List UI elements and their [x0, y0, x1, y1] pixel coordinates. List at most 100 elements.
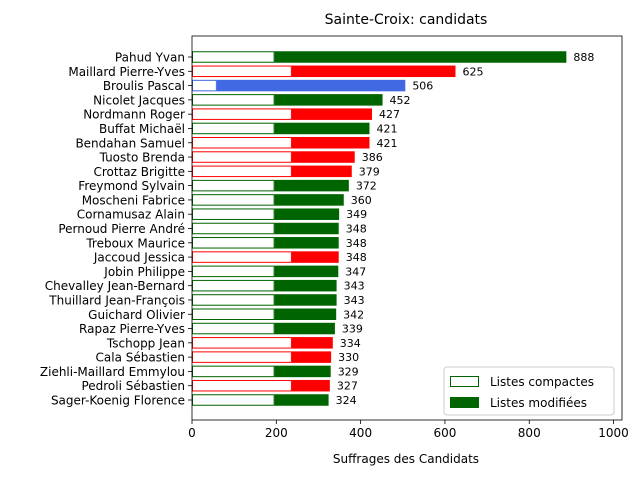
bar-compact [192, 79, 217, 92]
x-tick-label: 0 [188, 426, 196, 440]
bar-modified [274, 265, 339, 278]
bar-modified [274, 222, 339, 235]
y-tick-label: Jobin Philippe [103, 265, 185, 279]
bar-value-label: 421 [376, 122, 397, 135]
y-tick-label: Bendahan Samuel [75, 136, 185, 150]
candidate-bar-group: 342 [192, 308, 364, 321]
y-tick-label: Broulis Pascal [103, 79, 185, 93]
candidate-bar-group: 386 [192, 151, 383, 164]
x-tick-label: 200 [265, 426, 288, 440]
candidate-bar-group: 334 [192, 337, 361, 350]
bar-compact [192, 337, 292, 349]
bar-compact [192, 265, 275, 278]
bar-modified [274, 208, 340, 220]
y-tick-label: Jaccoud Jessica [93, 251, 185, 265]
bar-value-label: 339 [342, 323, 363, 336]
bar-value-label: 421 [376, 137, 397, 150]
bar-modified [291, 251, 339, 263]
legend-item: Listes compactes [450, 375, 594, 389]
bar-compact [192, 279, 275, 292]
bar-value-label: 427 [379, 108, 400, 121]
y-tick-label: Tuosto Brenda [99, 151, 185, 165]
x-axis-label: Suffrages des Candidats [333, 452, 479, 466]
x-tick-label: 400 [349, 426, 372, 440]
y-tick-label: Pernoud Pierre André [58, 222, 185, 236]
candidate-bar-group: 506 [192, 79, 433, 93]
bar-compact [192, 222, 275, 235]
bar-compact [192, 322, 275, 335]
bar-modified [291, 351, 332, 363]
bar-compact [192, 379, 292, 392]
legend-frame [443, 366, 615, 416]
candidate-bar-group: 324 [192, 394, 357, 407]
bar-modified [274, 194, 344, 206]
bar-compact [192, 194, 275, 206]
bar-value-label: 329 [338, 365, 359, 378]
candidate-bar-group: 452 [192, 94, 411, 107]
x-tick-label: 600 [433, 426, 456, 440]
candidate-bar-group: 330 [192, 351, 359, 364]
candidate-bar-group: 421 [192, 122, 397, 135]
candidate-bar-group: 327 [192, 379, 358, 393]
bar-compact [192, 122, 275, 135]
bar-value-label: 324 [336, 394, 357, 407]
bar-value-label: 347 [345, 265, 366, 278]
x-tick-label: 800 [518, 426, 541, 440]
y-tick-label: Rapaz Pierre-Yves [79, 322, 185, 336]
bar-modified [274, 94, 383, 106]
chart-title: Sainte-Croix: candidats [325, 12, 488, 28]
bar-modified [274, 365, 331, 378]
candidate-bar-group: 343 [192, 294, 365, 307]
bar-modified [291, 379, 330, 392]
bar-modified [274, 51, 567, 63]
y-tick-label: Freymond Sylvain [78, 179, 185, 193]
bar-value-label: 349 [346, 208, 367, 221]
bar-compact [192, 237, 275, 249]
bar-modified [274, 279, 337, 292]
bars-layer: 8886255064524274214213863793723603493483… [192, 51, 594, 407]
bar-compact [192, 351, 292, 363]
bar-value-label: 348 [346, 223, 367, 236]
y-tick-label: Buffat Michaël [99, 122, 185, 136]
bar-modified [291, 165, 352, 178]
y-tick-label: Thuillard Jean-François [48, 293, 185, 307]
bar-modified [274, 308, 337, 320]
candidate-bar-group: 348 [192, 251, 367, 264]
bar-value-label: 343 [344, 280, 365, 293]
bar-value-label: 386 [362, 151, 383, 164]
candidate-bar-group: 347 [192, 265, 366, 278]
y-tick-label: Crottaz Brigitte [93, 165, 185, 179]
bar-value-label: 327 [337, 380, 358, 393]
x-tick-label: 1000 [598, 426, 629, 440]
y-tick-label: Tschopp Jean [106, 336, 185, 350]
bar-modified [274, 179, 349, 192]
candidate-bar-group: 625 [192, 65, 483, 78]
candidate-bar-group: 888 [192, 51, 594, 64]
bar-value-label: 334 [340, 337, 361, 350]
bar-modified [291, 151, 355, 163]
bar-value-label: 348 [346, 251, 367, 264]
candidate-bar-group: 348 [192, 222, 367, 236]
bar-modified [274, 237, 339, 249]
bar-value-label: 330 [338, 351, 359, 364]
legend-swatch-filled [450, 397, 479, 408]
bar-compact [192, 251, 292, 263]
y-tick-label: Treboux Maurice [85, 236, 185, 250]
legend-label: Listes modifiées [490, 396, 587, 410]
candidate-bar-group: 421 [192, 137, 397, 150]
bar-compact [192, 165, 292, 178]
bar-value-label: 372 [356, 180, 377, 193]
bar-compact [192, 151, 292, 163]
bar-value-label: 348 [346, 237, 367, 250]
bar-compact [192, 308, 275, 320]
y-tick-label: Ziehli-Maillard Emmylou [40, 365, 185, 379]
candidate-bar-group: 349 [192, 208, 367, 221]
candidate-bar-group: 427 [192, 108, 400, 121]
bar-compact [192, 365, 275, 378]
bar-value-label: 343 [344, 294, 365, 307]
y-tick-label: Pedroli Sébastien [81, 379, 185, 393]
y-tick-label: Chevalley Jean-Bernard [45, 279, 185, 293]
candidate-bar-group: 372 [192, 179, 377, 193]
